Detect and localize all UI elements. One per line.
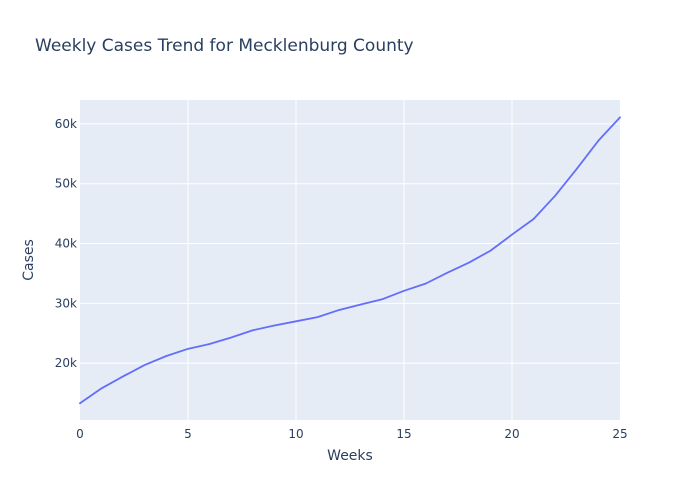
data-point <box>360 303 362 306</box>
data-point <box>316 316 319 318</box>
data-point <box>554 194 556 197</box>
data-point <box>489 249 492 252</box>
data-point <box>122 375 124 378</box>
data-point <box>424 282 427 285</box>
x-tick-label: 15 <box>396 427 411 441</box>
data-point <box>338 309 341 311</box>
data-point <box>79 402 81 405</box>
x-tick-label: 10 <box>288 427 303 441</box>
data-point <box>273 324 276 327</box>
plot-area <box>80 100 620 420</box>
chart-title: Weekly Cases Trend for Mecklenburg Count… <box>35 36 414 56</box>
data-point <box>208 343 211 345</box>
y-tick-label: 20k <box>55 356 77 370</box>
x-tick-label: 0 <box>76 427 84 441</box>
tick-labels: 0 5 10 15 20 25 20k 30k 40k 50k 60k <box>55 117 628 441</box>
x-axis-title: Weeks <box>327 448 373 464</box>
data-point <box>468 261 470 264</box>
y-tick-label: 60k <box>55 117 77 131</box>
data-point <box>619 116 621 119</box>
y-tick-label: 50k <box>55 177 77 191</box>
y-tick-label: 40k <box>55 237 77 251</box>
x-tick-label: 5 <box>184 427 192 441</box>
data-point <box>532 218 535 220</box>
data-point <box>165 355 168 357</box>
x-tick-label: 25 <box>612 427 627 441</box>
data-point <box>576 167 578 170</box>
x-tick-label: 20 <box>504 427 519 441</box>
data-point <box>511 233 513 236</box>
series-line <box>79 116 621 405</box>
y-tick-label: 30k <box>55 296 77 310</box>
gridlines <box>80 100 620 420</box>
data-point <box>381 298 384 300</box>
data-point <box>597 139 600 142</box>
data-point <box>295 320 297 323</box>
data-point <box>100 387 103 390</box>
y-axis-title: Cases <box>21 239 37 281</box>
data-point <box>230 336 232 339</box>
data-point <box>144 364 146 366</box>
data-point <box>187 348 189 350</box>
data-point <box>252 329 254 332</box>
data-point <box>403 290 405 292</box>
data-point <box>446 272 449 274</box>
series-layer <box>79 116 621 405</box>
